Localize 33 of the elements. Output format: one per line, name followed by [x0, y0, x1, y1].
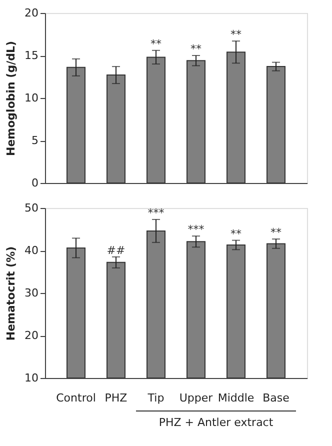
y-tick-label: 20 — [24, 6, 38, 20]
x-tick-label: Control — [56, 392, 96, 404]
annotation: ** — [190, 42, 202, 56]
annotation: ## — [106, 244, 126, 257]
x-tick-label: Tip — [146, 392, 164, 404]
text: PHZ + Antler extract — [158, 416, 274, 429]
y-tick-label: 40 — [24, 244, 38, 257]
annotation: ** — [270, 226, 282, 240]
bar — [106, 74, 126, 183]
bar — [66, 66, 86, 183]
y-tick-label: 0 — [32, 176, 38, 190]
annotation: ** — [150, 37, 162, 50]
y-tick-label: 5 — [32, 134, 38, 147]
y-tick-label: 10 — [24, 92, 38, 104]
bar — [266, 66, 286, 183]
y-axis-title: Hemoglobin (g/dL) — [4, 40, 18, 156]
annotation: ** — [230, 227, 242, 240]
bar — [226, 52, 246, 183]
bar — [146, 56, 166, 183]
x-tick-label: Base — [262, 392, 290, 404]
y-axis-title: Hematocrit (%) — [4, 246, 18, 341]
y-tick-label: 10 — [24, 372, 38, 384]
y-tick-label: 30 — [24, 286, 38, 300]
annotation: ** — [230, 28, 242, 42]
y-tick-label: 20 — [24, 329, 38, 342]
annotation: *** — [148, 206, 165, 220]
annotation: *** — [188, 223, 205, 236]
y-tick-label: 15 — [24, 49, 38, 62]
y-tick-label: 50 — [24, 202, 38, 214]
x-tick-label: Middle — [218, 392, 254, 404]
bar — [186, 60, 206, 183]
x-tick-label: PHZ — [104, 392, 128, 404]
x-tick-label: Upper — [179, 392, 214, 404]
